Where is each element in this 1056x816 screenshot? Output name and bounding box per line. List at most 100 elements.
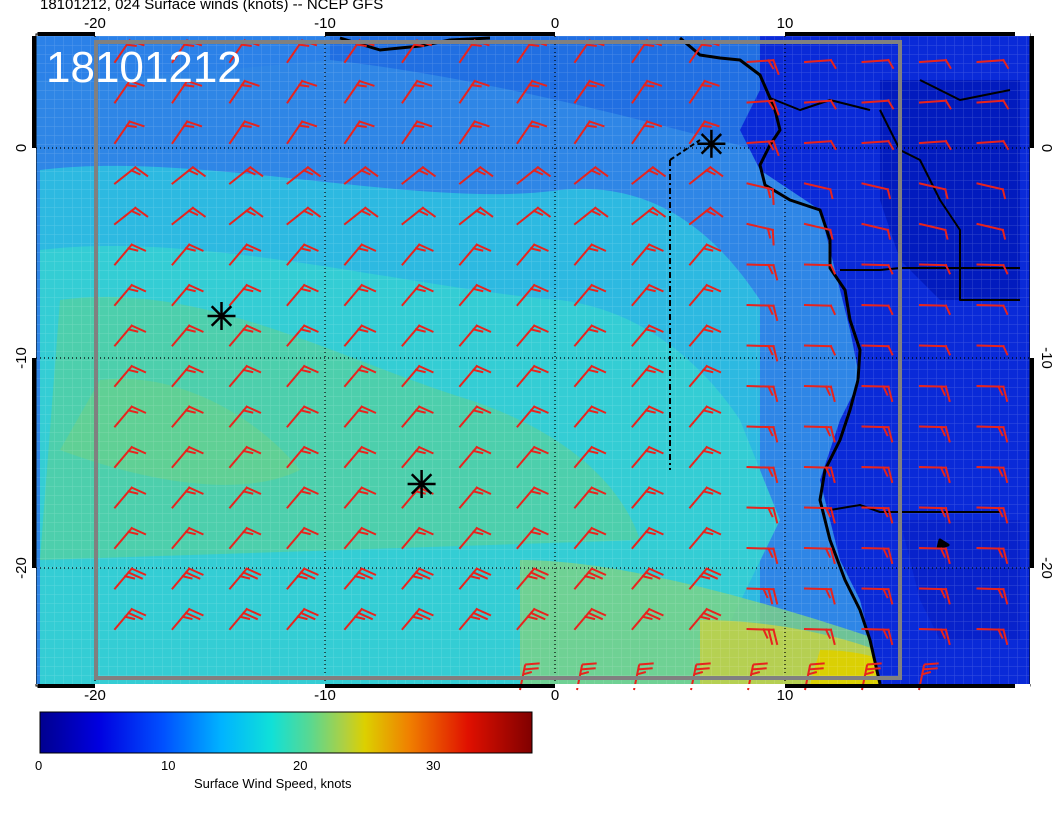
colorbar <box>39 711 533 754</box>
wind-barb <box>113 79 145 104</box>
wind-barb <box>458 486 492 509</box>
wind-barb <box>918 99 952 110</box>
wind-barb <box>976 587 1009 605</box>
wind-barb <box>228 324 262 347</box>
frame-segment <box>555 684 785 688</box>
frame-segment <box>37 32 95 36</box>
lon-tick-label-bottom: -20 <box>84 687 106 704</box>
wind-barb <box>746 139 780 157</box>
wind-barb <box>1035 386 1056 401</box>
wind-barb <box>171 165 207 185</box>
frame-segment <box>95 684 325 688</box>
wind-barb <box>228 206 264 226</box>
wind-barb <box>918 627 951 646</box>
wind-barb <box>401 445 434 469</box>
wind-barb <box>861 99 895 110</box>
wind-barb <box>976 425 1009 443</box>
frame-segment <box>325 684 555 688</box>
colorbar-tick-0: 0 <box>35 758 43 773</box>
wind-barb <box>171 405 204 428</box>
wind-barb <box>573 607 607 631</box>
wind-barb <box>113 324 147 347</box>
wind-barb <box>631 445 664 469</box>
wind-barb <box>458 243 492 266</box>
wind-barb <box>688 405 722 428</box>
storm-marker <box>207 302 236 330</box>
map-datetime-label: 18101212 <box>46 43 242 92</box>
wind-barb <box>113 526 147 550</box>
wind-barb <box>171 120 203 145</box>
wind-barb <box>228 165 264 185</box>
wind-barb <box>228 243 262 266</box>
wind-barb <box>803 384 836 403</box>
lat-tick-label-left: 0 <box>13 144 30 152</box>
wind-barb <box>631 526 664 550</box>
wind-barb <box>918 263 952 275</box>
wind-barb <box>746 263 779 281</box>
frame-segment <box>1030 36 1034 148</box>
wind-barb <box>746 546 779 565</box>
wind-barb <box>976 384 1009 403</box>
wind-barb <box>401 120 433 145</box>
wind-barb <box>861 627 894 646</box>
wind-barb <box>861 506 894 524</box>
lat-tick-label-left: -10 <box>13 347 30 369</box>
frame-segment <box>1030 358 1034 568</box>
wind-barb <box>458 79 490 104</box>
wind-barb <box>343 324 377 347</box>
wind-barb <box>631 206 667 226</box>
wind-barb <box>286 283 319 307</box>
wind-barb <box>573 364 607 388</box>
wind-barb <box>573 486 607 509</box>
wind-barb <box>171 243 204 266</box>
wind-barb <box>171 283 204 307</box>
wind-barb <box>976 222 1007 240</box>
wind-barb <box>688 165 724 185</box>
wind-barb <box>458 607 492 631</box>
wind-barb <box>113 364 147 388</box>
wind-barb <box>688 79 720 104</box>
wind-barb <box>516 567 549 590</box>
wind-barb <box>631 79 663 104</box>
wind-barb <box>228 120 260 145</box>
wind-barb <box>401 364 434 388</box>
wind-barb <box>458 567 492 590</box>
wind-barb <box>976 263 1009 275</box>
colorbar-tick-20: 20 <box>293 758 308 773</box>
wind-barb <box>1035 508 1056 523</box>
frame-segment <box>1015 32 1030 36</box>
wind-barb <box>573 79 605 104</box>
wind-barb <box>803 58 837 70</box>
wind-barb <box>573 324 607 347</box>
wind-barb <box>343 165 379 185</box>
wind-barb <box>631 364 664 388</box>
wind-barb <box>918 465 951 484</box>
wind-barb <box>573 567 607 590</box>
wind-barb <box>861 58 895 70</box>
wind-barb <box>401 243 434 266</box>
frame-segment <box>32 36 36 148</box>
axis-frame <box>32 32 1034 688</box>
wind-barb <box>516 445 549 469</box>
wind-barb <box>803 627 836 646</box>
wind-barb <box>918 587 951 605</box>
wind-barb <box>286 607 319 631</box>
wind-barb <box>1035 467 1056 482</box>
lon-tick-label-top: 10 <box>777 15 794 32</box>
wind-barb <box>746 627 779 646</box>
colorbar-title: Surface Wind Speed, knots <box>194 776 352 791</box>
wind-barb <box>171 486 204 509</box>
wind-barb <box>573 526 607 550</box>
wind-barbs <box>113 39 1056 646</box>
wind-barb <box>343 283 377 307</box>
wind-barb <box>401 283 434 307</box>
wind-barb <box>516 526 549 550</box>
frame-segment <box>37 684 95 688</box>
wind-barb <box>803 425 836 443</box>
wind-barb <box>458 364 492 388</box>
wind-barb <box>171 445 204 469</box>
wind-barb <box>631 324 664 347</box>
wind-barb <box>1035 305 1056 314</box>
wind-barb <box>631 283 664 307</box>
